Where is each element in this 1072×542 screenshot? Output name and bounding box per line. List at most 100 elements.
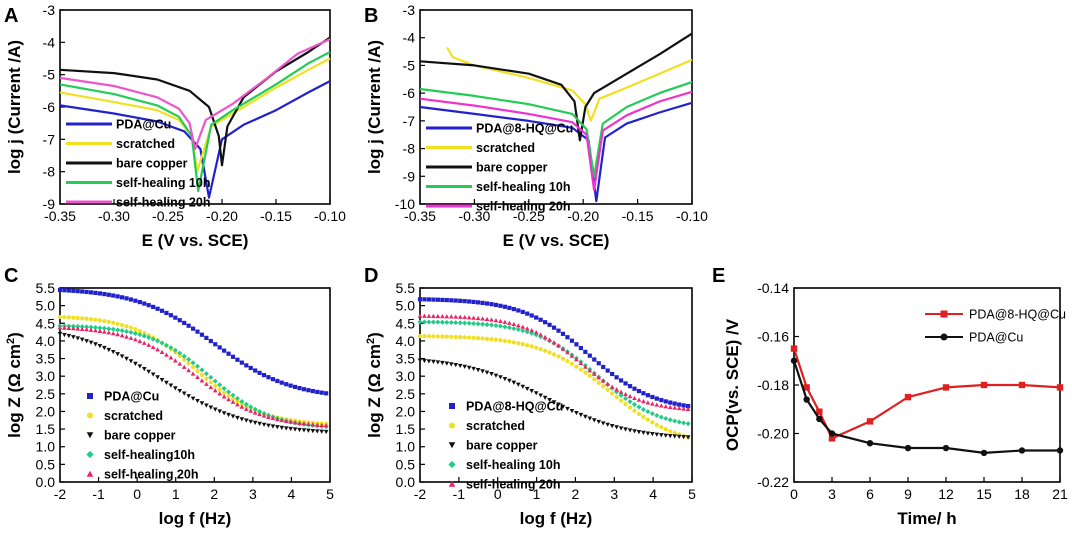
data-point <box>133 361 138 366</box>
data-point <box>659 397 664 403</box>
data-point <box>547 322 552 327</box>
data-point <box>128 329 134 335</box>
data-point <box>186 394 191 399</box>
data-point <box>124 296 129 301</box>
data-point <box>142 301 147 306</box>
data-point <box>315 389 320 395</box>
y-axis-label: OCP(vs. SCE) /V <box>723 318 742 451</box>
data-point <box>565 350 570 355</box>
data-point <box>426 319 432 325</box>
x-tick-label: -0.20 <box>567 208 599 224</box>
data-point <box>297 420 302 425</box>
x-tick-label: 1 <box>172 486 180 502</box>
series-a-3-line <box>59 51 331 193</box>
data-point <box>453 363 459 368</box>
data-point <box>569 338 575 343</box>
data-point <box>439 319 445 325</box>
data-point <box>319 429 325 434</box>
data-point <box>605 387 610 392</box>
data-point <box>524 326 530 331</box>
data-point <box>92 324 99 331</box>
data-point <box>489 317 494 322</box>
data-point <box>275 378 280 384</box>
y-tick-label: 2.5 <box>36 386 56 402</box>
data-point <box>310 388 315 394</box>
data-point <box>168 383 174 388</box>
data-point <box>66 288 71 293</box>
data-point <box>803 396 810 403</box>
data-point <box>440 314 445 319</box>
data-point <box>511 321 517 327</box>
data-point <box>101 325 107 331</box>
y-tick-label: -4 <box>43 34 56 50</box>
data-point <box>631 401 638 407</box>
y-tick-label: 0.0 <box>36 474 56 490</box>
data-point <box>480 336 485 341</box>
data-point <box>279 380 284 385</box>
legend-label: self-healing 20h <box>476 200 570 214</box>
data-point <box>516 308 521 313</box>
data-point <box>195 398 200 404</box>
series-e-0-line <box>792 348 1061 440</box>
data-point <box>578 367 583 372</box>
data-point <box>422 334 427 339</box>
data-point <box>230 392 236 398</box>
data-point <box>279 417 285 423</box>
data-point <box>159 349 165 354</box>
data-point <box>547 398 552 403</box>
data-point <box>471 320 477 327</box>
data-point <box>182 320 187 326</box>
panel-letter-b: B <box>364 5 378 27</box>
data-point <box>106 326 112 332</box>
data-point <box>632 408 637 413</box>
data-point <box>155 338 161 344</box>
data-point <box>190 371 196 376</box>
data-point <box>569 353 575 358</box>
data-point <box>591 371 597 376</box>
data-point <box>199 367 205 373</box>
data-point <box>110 326 116 332</box>
x-tick-label: 15 <box>976 486 992 502</box>
legend-label: PDA@Cu <box>969 331 1023 345</box>
data-point <box>88 317 94 322</box>
x-tick-label: 6 <box>866 486 874 502</box>
data-point <box>658 433 664 438</box>
data-point <box>649 411 655 417</box>
data-point <box>124 334 129 339</box>
x-tick-label: 2 <box>210 486 218 502</box>
data-point <box>467 335 472 340</box>
data-point <box>421 319 427 325</box>
data-point <box>458 335 463 340</box>
data-point <box>221 411 227 416</box>
data-point <box>462 364 467 369</box>
x-tick-label: 3 <box>828 486 836 502</box>
x-tick-label: -0.35 <box>404 208 436 224</box>
legend-marker <box>449 403 455 409</box>
data-point <box>155 375 160 380</box>
data-point <box>275 425 280 430</box>
data-point <box>173 358 178 363</box>
data-point <box>75 326 81 331</box>
data-point <box>627 405 633 410</box>
data-point <box>137 299 142 305</box>
data-point <box>828 435 836 442</box>
panel-letter-a: A <box>4 5 18 27</box>
data-point <box>257 409 263 415</box>
data-point <box>314 422 320 427</box>
x-tick-label: -0.30 <box>458 208 490 224</box>
x-tick-label: -0.25 <box>513 208 545 224</box>
y-tick-label: 2.0 <box>396 403 416 419</box>
data-point <box>654 412 660 418</box>
data-point <box>543 348 548 353</box>
data-point <box>226 351 231 356</box>
legend-label: self-healing10h <box>104 448 195 462</box>
data-point <box>534 315 539 320</box>
data-point <box>151 304 156 309</box>
y-tick-label: 4.5 <box>36 315 56 331</box>
panel-letter-e: E <box>712 265 725 287</box>
data-point <box>480 321 486 327</box>
data-point <box>623 396 629 402</box>
data-point <box>672 405 678 410</box>
x-tick-label: -0.15 <box>622 208 654 224</box>
data-point <box>168 345 174 351</box>
